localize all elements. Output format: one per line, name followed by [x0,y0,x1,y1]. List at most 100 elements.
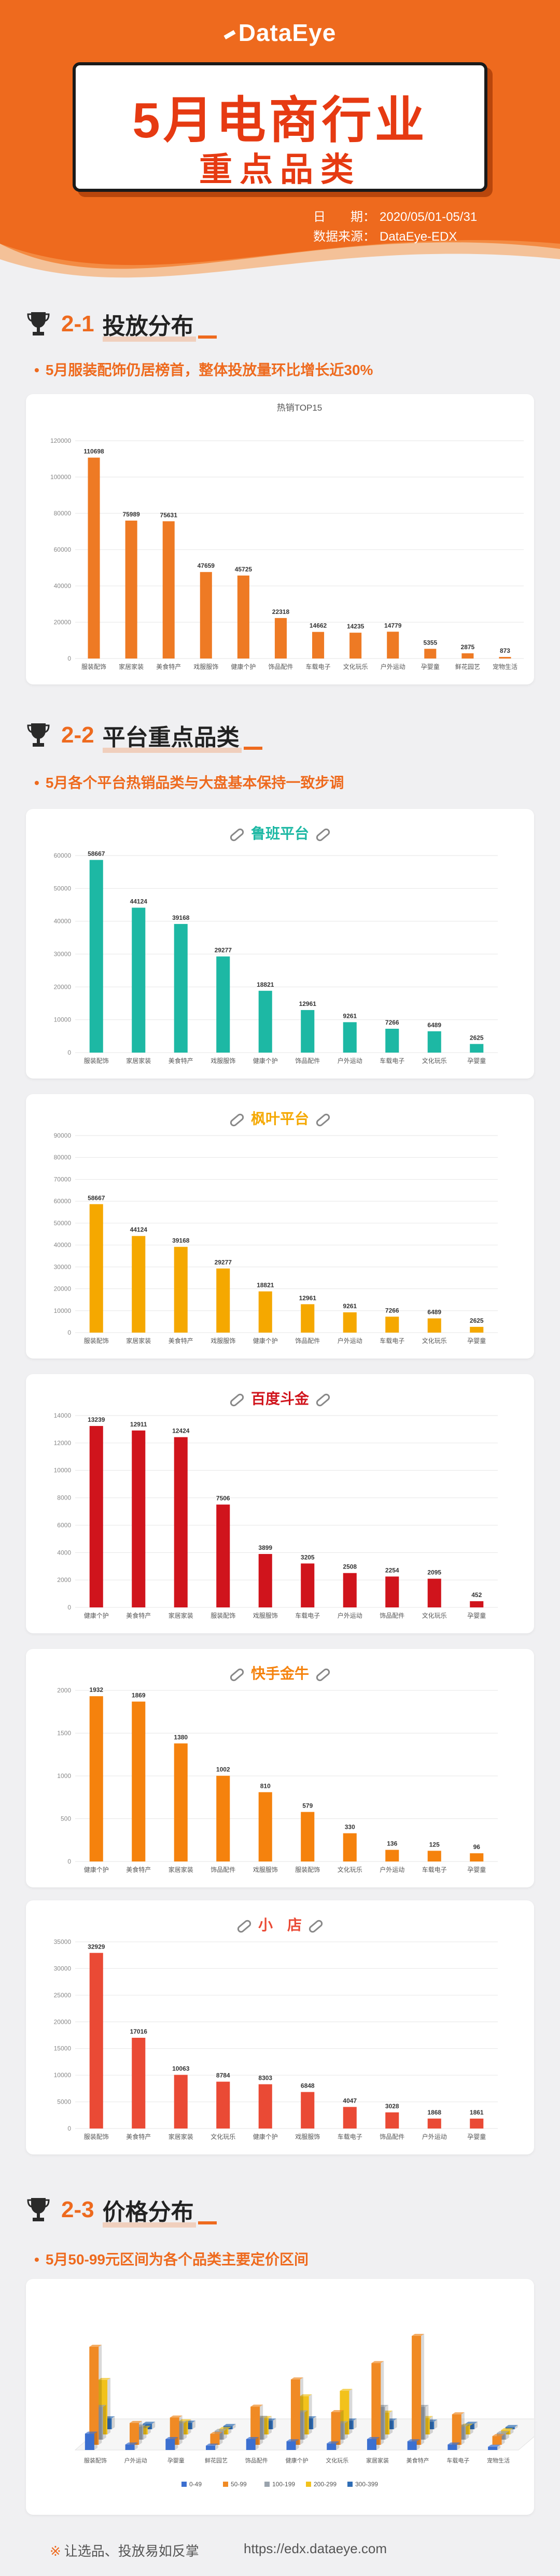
bar-3d-top [170,2415,183,2418]
data-label: 12911 [130,1421,147,1428]
chart-title: 枫叶平台 [26,1108,534,1128]
bar [200,572,212,659]
footer-link[interactable]: https://edx.dataeye.com [244,2541,387,2556]
bar [258,1291,272,1333]
y-tick-label: 20000 [54,1285,72,1293]
x-tick-label: 文化玩乐 [211,2133,235,2140]
bar-3d-side [416,2439,420,2450]
data-label: 12961 [299,1294,317,1301]
y-tick-label: 20000 [54,2018,72,2025]
x-tick-label: 户外运动 [338,1057,362,1065]
bar-3d-top [178,2419,191,2421]
bar-3d [327,2443,337,2450]
data-label: 330 [345,1824,355,1831]
bar-3d-side [340,2410,344,2445]
y-tick-label: 0 [67,2125,71,2132]
x-tick-label: 车载电子 [380,1057,404,1065]
bar [424,649,437,659]
bar-3d-side [296,2439,299,2450]
bar-3d-top [206,2443,219,2446]
bar-3d-side [385,2405,388,2440]
x-tick-label: 孕婴童 [167,2457,185,2464]
legend-swatch [264,2482,270,2487]
data-label: 44124 [130,1226,148,1234]
bar-3d-side [514,2425,518,2429]
data-label: 32929 [88,1943,105,1950]
data-label: 18821 [257,981,274,988]
legend-swatch [223,2482,228,2487]
bar-3d [447,2444,457,2450]
brand-name: DataEye [238,19,337,46]
bar [470,1044,484,1053]
y-tick-label: 30000 [54,950,72,958]
data-label: 125 [429,1841,440,1848]
chart-title: 小 店 [26,1914,534,1935]
bar [385,1028,399,1053]
legend-swatch [347,2482,353,2487]
bar [385,1576,399,1607]
bar-3d [210,2434,220,2445]
data-label: 17016 [130,2028,148,2035]
x-tick-label: 健康个护 [286,2457,309,2464]
x-tick-label: 服装配饰 [84,2133,109,2140]
data-label: 29277 [215,1258,232,1266]
bar [216,1504,230,1607]
bar [216,1268,230,1333]
bar-3d-side [192,2420,195,2429]
bar-3d-top [85,2431,97,2434]
bar-3d-side [461,2412,465,2445]
data-label: 1932 [89,1686,103,1693]
y-tick-label: 0 [67,1604,71,1611]
bar-3d-top [412,2334,425,2336]
y-tick-label: 120000 [50,437,71,444]
data-label: 75631 [160,511,178,519]
y-tick-label: 500 [61,1815,71,1823]
bar [174,1247,188,1333]
data-label: 2095 [427,1569,441,1576]
bar [427,1031,441,1053]
x-tick-label: 车载电子 [422,1866,447,1873]
bar-3d-top [290,2377,303,2379]
bar-3d-side [336,2441,340,2450]
data-label: 13239 [88,1416,105,1423]
title-box: 5月电商行业 重点品类 [73,62,487,192]
bar-3d [89,2347,99,2445]
page-subtitle: 重点品类 [199,151,361,188]
luban-bar-chart: 0 10000 20000 30000 40000 50000 60000 58667 服装配饰… [54,850,498,1065]
bar-3d [286,2441,296,2450]
bar-3d-side [268,2416,272,2434]
bar [174,2075,188,2129]
legend-swatch [306,2482,311,2487]
x-tick-label: 户外运动 [381,663,405,670]
data-label: 58667 [88,850,105,857]
chart-title-text: 枫叶平台 [250,1111,309,1127]
bar-3d-top [165,2437,178,2439]
bar [162,521,175,659]
x-tick-label: 美食特产 [156,663,181,670]
x-tick-label: 户外运动 [338,1337,362,1345]
x-tick-label: 户外运动 [422,2133,447,2140]
bar-3d-side [376,2437,380,2450]
bar [499,656,511,659]
bar [258,2084,272,2129]
bar [470,1326,484,1333]
y-tick-label: 25000 [54,1992,72,1999]
bar [258,1553,272,1607]
section-number: 2-1 [61,311,94,337]
bar [343,1312,357,1333]
chart-title: 鲁班平台 [26,822,534,843]
bar-3d-side [264,2416,268,2440]
section-head-2-2: 2-2 平台重点品类 [27,720,262,753]
x-tick-label: 健康个护 [84,1866,109,1873]
bar-3d [412,2336,422,2445]
legend-label: 0-49 [189,2481,202,2488]
trophy-icon [27,722,50,748]
y-tick-label: 30000 [54,1965,72,1972]
data-label: 14779 [384,622,402,629]
bar-3d-side [345,2421,348,2440]
bar [301,2092,315,2129]
x-tick-label: 服装配饰 [84,1057,109,1065]
bar-3d-top [129,2421,142,2423]
data-label: 8784 [216,2072,230,2079]
bar-3d-top [452,2412,465,2415]
